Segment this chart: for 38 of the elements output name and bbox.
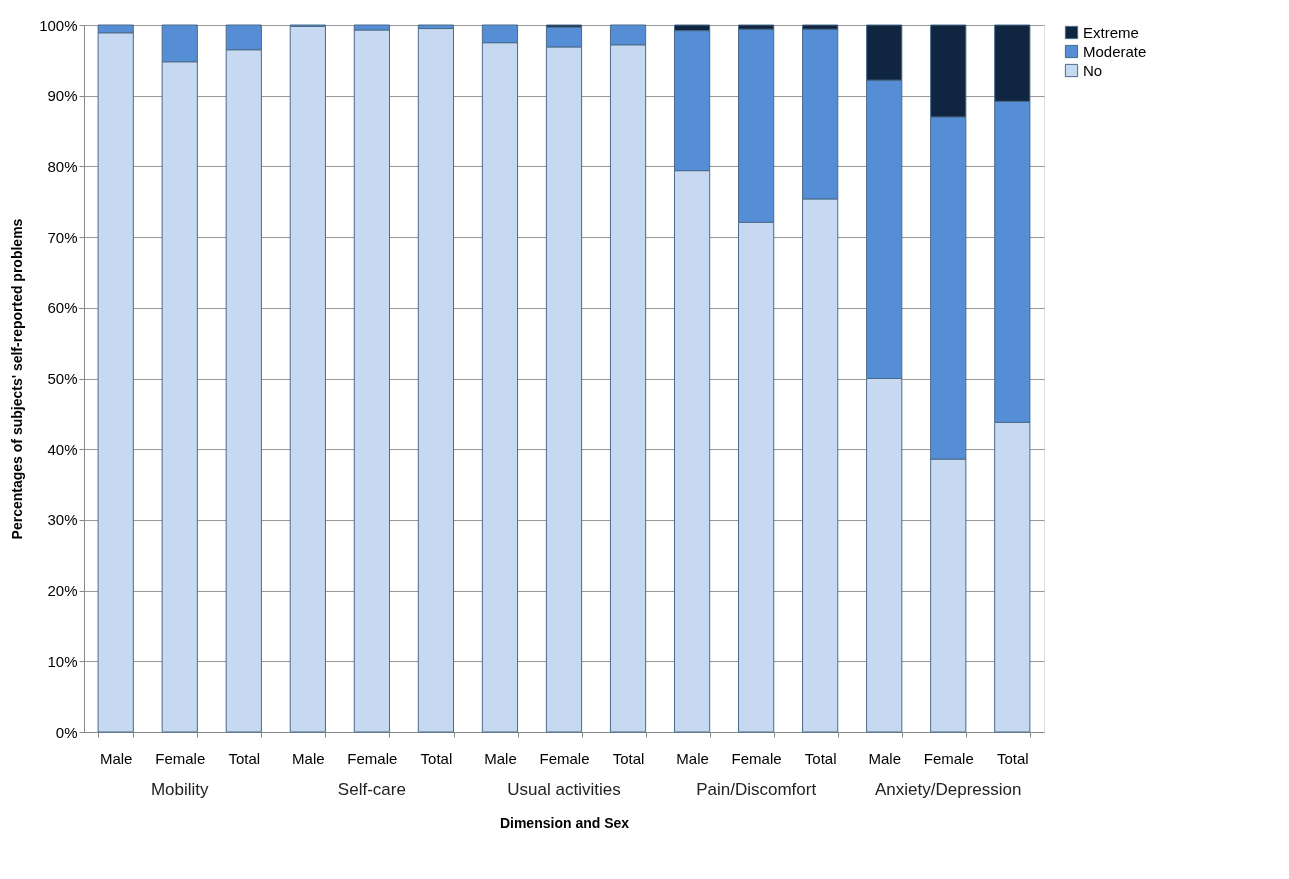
x-axis-title: Dimension and Sex [499,814,630,831]
x-tick-label: Female [347,749,398,767]
x-tick-label: Total [996,749,1029,767]
x-tick-label: Total [228,749,261,767]
text: Usual activities [507,780,621,799]
y-tick-label: 20% [47,582,78,600]
x-tick-label: Male [484,749,517,767]
legend-label: Extreme [1083,23,1139,41]
x-tick-label: Female [923,749,974,767]
y-tick-label: 10% [47,652,78,670]
text: Pain/Discomfort [696,780,817,799]
x-tick-label: Total [420,749,453,767]
y-tick-label: 80% [47,157,78,175]
x-tick-label: Total [804,749,837,767]
y-tick-label: 50% [47,370,78,387]
bar [289,25,326,733]
y-tick-label: 30% [47,511,78,529]
text: Mobility [150,780,210,799]
x-tick-label: Male [99,749,133,767]
y-axis-title: Percentages of subjects' self-reported problems [9,218,26,540]
y-tick-label: 40% [47,440,78,458]
text: Anxiety/Depression [875,780,1022,799]
y-tick-label: 60% [47,299,78,317]
x-tick-label: Total [612,749,645,767]
x-tick-label: Female [155,749,206,767]
bar [417,28,455,733]
legend-label: Moderate [1083,42,1147,60]
text: Self-care [337,780,406,799]
y-tick-label: 100% [39,16,78,34]
x-tick-label: Female [731,749,782,767]
x-tick-label: Male [868,749,901,767]
y-tick-label: 90% [47,87,78,105]
x-tick-label: Male [676,749,709,767]
x-tick-label: Female [539,749,590,767]
y-tick-label: 0% [55,723,78,741]
y-tick-label: 70% [47,228,78,246]
x-tick-label: Male [292,749,325,767]
legend-label: No [1083,61,1103,79]
